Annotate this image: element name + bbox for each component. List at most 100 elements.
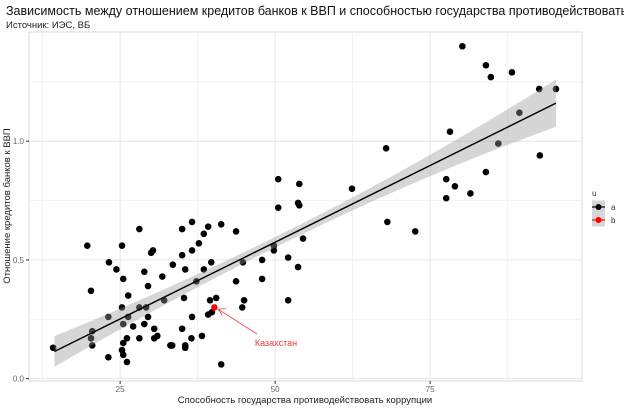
data-point-a <box>167 342 175 349</box>
data-point-a <box>217 221 225 228</box>
y-tick-label: 1.0 <box>13 137 25 146</box>
data-point-a <box>274 204 282 211</box>
arrowhead-icon <box>217 308 226 316</box>
data-point-a <box>150 325 158 333</box>
data-point-a <box>238 304 246 311</box>
data-point-a <box>487 73 495 81</box>
y-tick-label: 0.0 <box>13 375 25 384</box>
data-point-a <box>88 342 96 349</box>
data-point-a <box>232 277 240 285</box>
data-point-a <box>87 334 95 342</box>
data-point-a <box>105 313 112 321</box>
data-point-a <box>158 273 166 280</box>
chart-title: Зависимость между отношением кредитов ба… <box>6 4 624 18</box>
legend-label-a: a <box>611 203 616 212</box>
data-point-a <box>149 247 157 254</box>
data-point-a <box>188 313 196 321</box>
data-point-a <box>270 247 278 254</box>
data-point-a <box>536 152 544 159</box>
trend-line <box>54 102 557 353</box>
chart-subtitle: Источник: ИЭС, ВБ <box>6 20 90 31</box>
data-point-a <box>150 334 158 342</box>
trend-band <box>54 79 557 367</box>
data-point-a <box>446 128 454 136</box>
data-point-a <box>123 358 131 366</box>
data-point-a <box>49 344 57 352</box>
data-point-a <box>87 287 95 295</box>
data-point-a <box>232 228 240 235</box>
data-point-a <box>188 334 195 342</box>
data-point-a <box>204 223 212 230</box>
data-point-a <box>181 266 189 273</box>
data-point-a <box>535 85 543 93</box>
data-point-a <box>198 332 206 340</box>
x-tick-label: 75 <box>426 385 435 394</box>
legend-key-point <box>595 204 602 210</box>
data-point-b <box>211 304 218 311</box>
data-point-a <box>552 85 560 93</box>
data-point-a <box>105 258 113 266</box>
data-point-a <box>181 344 189 352</box>
data-point-a <box>348 185 356 192</box>
data-point-a <box>495 140 502 147</box>
data-point-a <box>382 145 390 152</box>
data-point-a <box>118 242 126 249</box>
data-point-a <box>136 334 143 342</box>
data-point-a <box>258 275 266 283</box>
data-point-a <box>212 294 220 302</box>
data-point-a <box>119 275 127 283</box>
data-point-a <box>482 61 490 69</box>
data-point-a <box>129 323 137 330</box>
annotation-arrow <box>218 309 258 335</box>
x-tick-label: 25 <box>116 385 125 394</box>
data-point-a <box>296 180 303 188</box>
annotation: Казахстан <box>217 308 297 348</box>
data-point-a <box>178 251 186 259</box>
data-point-a <box>217 361 225 368</box>
data-point-a <box>136 225 143 233</box>
data-point-a <box>123 334 131 342</box>
data-point-a <box>294 263 302 271</box>
data-point-a <box>239 258 247 266</box>
y-axis-label: Отношение кредитов банков к ВВП <box>2 128 13 284</box>
data-point-a <box>144 313 152 321</box>
x-axis-label: Способность государства противодействова… <box>178 395 432 406</box>
data-point-a <box>141 268 148 276</box>
legend: u ab <box>592 189 616 227</box>
data-points <box>49 42 560 368</box>
data-point-a <box>284 254 292 261</box>
data-point-a <box>88 327 96 335</box>
data-point-a <box>118 304 126 311</box>
data-point-a <box>200 266 208 273</box>
data-point-a <box>284 296 292 304</box>
data-point-a <box>119 320 127 328</box>
data-point-a <box>178 325 186 333</box>
data-point-a <box>188 247 196 254</box>
data-point-a <box>299 235 307 242</box>
data-point-a <box>200 230 208 238</box>
data-point-a <box>124 292 132 299</box>
data-point-a <box>180 294 188 302</box>
annotation-label: Казахстан <box>255 338 297 348</box>
data-point-a <box>119 351 127 359</box>
axis-ticks: 25 50 75 0.0 0.5 1.0 <box>13 137 435 394</box>
data-point-a <box>442 194 450 202</box>
data-point-a <box>178 225 186 233</box>
data-point-a <box>451 183 459 190</box>
data-point-a <box>169 261 177 268</box>
legend-key-point <box>595 217 602 223</box>
data-point-a <box>384 218 391 226</box>
y-tick-label: 0.5 <box>13 256 25 265</box>
data-point-a <box>482 168 490 176</box>
data-point-a <box>105 353 112 361</box>
data-point-a <box>442 175 450 183</box>
data-point-a <box>144 282 152 290</box>
data-point-a <box>508 69 516 76</box>
data-point-a <box>296 202 303 209</box>
data-point-a <box>119 339 127 347</box>
confidence-band <box>54 79 556 367</box>
data-point-a <box>411 228 419 235</box>
data-point-a <box>83 242 91 249</box>
data-point-a <box>459 42 466 50</box>
